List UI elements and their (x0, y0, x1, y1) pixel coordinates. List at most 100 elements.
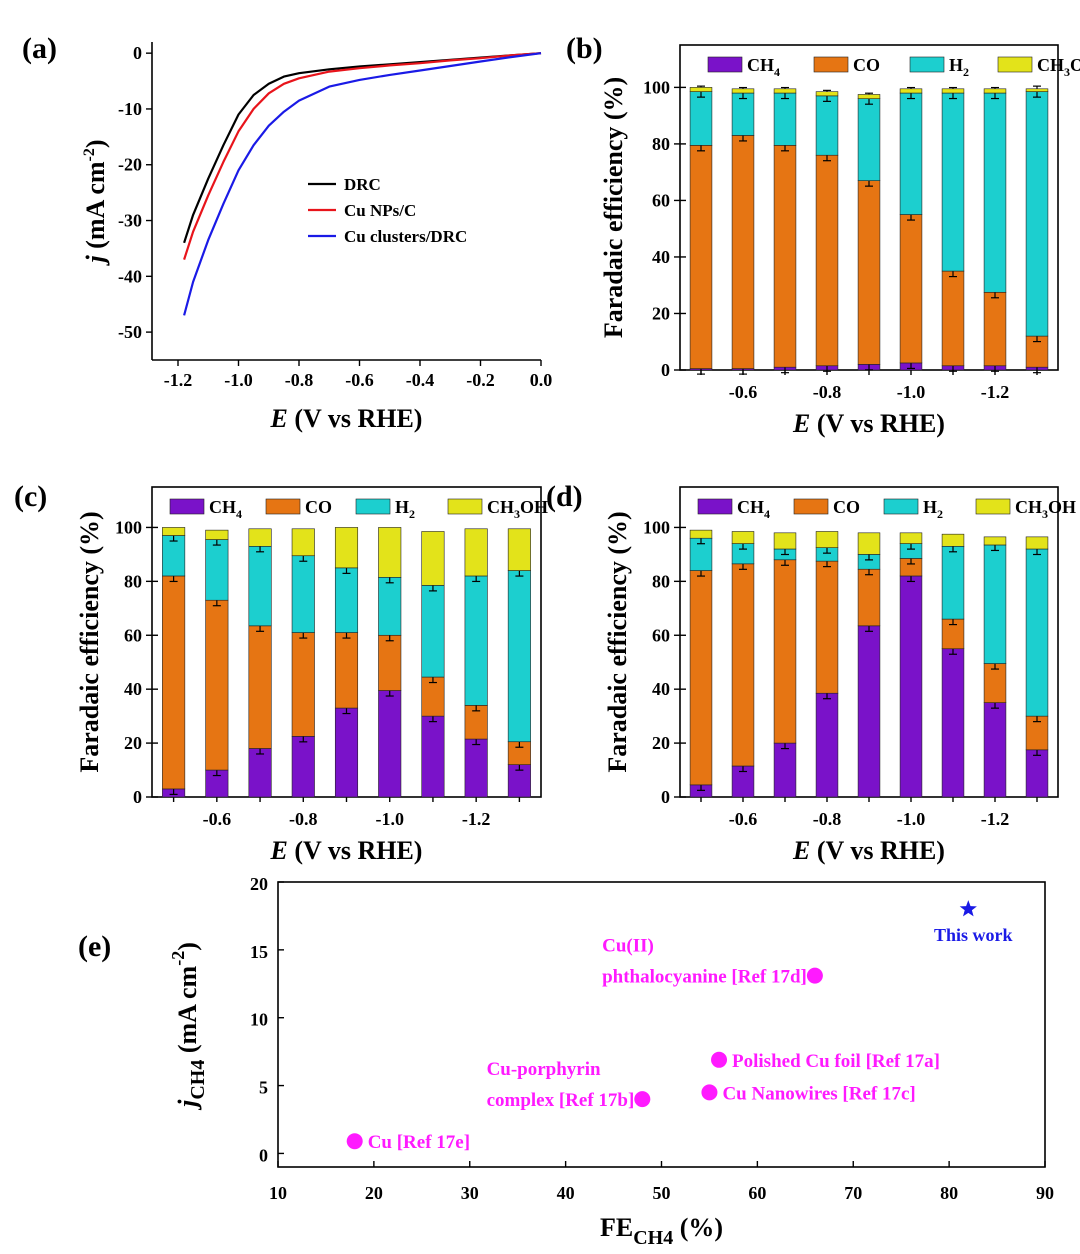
y-tick-label: -30 (118, 211, 142, 231)
bar-segment-ch4 (815, 692, 839, 798)
panel-e: 10 20 30 40 50 60 70 80 90 0 5 10 15 20 Cu [Ref 17e] co… (168, 874, 1054, 1249)
bar-segment-ch3oh (248, 528, 272, 547)
point-label: Cu-porphyrin (487, 1059, 601, 1080)
bar-segment-ch3oh (941, 88, 965, 94)
bar-segment-co (857, 568, 881, 627)
legend-sub: 3 (1064, 65, 1070, 79)
bar-segment-ch3oh (378, 527, 402, 578)
bar-segment-ch3oh (815, 91, 839, 97)
legend-swatch-ch4 (707, 56, 743, 73)
x-tick-label: -0.6 (345, 370, 374, 390)
legend-swatch-co (793, 498, 829, 515)
bar-segment-ch3oh (731, 531, 755, 544)
panel-label-b: (b) (566, 32, 603, 65)
bar-segment-ch3oh (421, 531, 445, 586)
y-tick-label: -40 (118, 266, 142, 286)
legend-label-ch3oh: CH3OH (1015, 497, 1076, 521)
legend-swatch-ch3oh (997, 56, 1033, 73)
bar-segment-ch3oh (291, 528, 315, 557)
x-axis-title-text: (V vs RHE) (288, 836, 423, 865)
legend-tail: OH (1048, 497, 1076, 517)
bar-segment-ch3oh (507, 528, 531, 571)
legend-label: DRC (344, 175, 381, 194)
bar-segment-ch4 (334, 707, 359, 798)
bar-segment-co (899, 214, 923, 364)
x-axis-title-text: (V vs RHE) (810, 409, 945, 438)
y-tick-label: 100 (115, 517, 142, 537)
y-axis-title-sub: CH4 (187, 1060, 209, 1100)
y-axis-title: j (mA cm-2) (81, 139, 110, 266)
y-tick-label: 100 (643, 517, 670, 537)
y-tick-label: 0 (661, 787, 670, 807)
series-line-cuclustersdrc (183, 52, 542, 316)
panel-label-c: (c) (14, 480, 47, 513)
y-tick-label: 10 (250, 1010, 268, 1030)
legend-label-ch4: CH4 (747, 55, 780, 79)
bar-segment-ch4 (899, 575, 923, 798)
bar-segment-h2 (507, 570, 531, 743)
x-tick-label: -0.6 (203, 809, 232, 829)
bar-segment-ch4 (464, 738, 488, 798)
y-tick-label: 40 (652, 247, 670, 267)
bar-segment-ch4 (378, 690, 402, 798)
legend-sub: 4 (764, 507, 770, 521)
bar-segment-co (291, 632, 315, 737)
legend-text: H (923, 497, 937, 517)
y-axis-title-text: (mA cm (81, 161, 110, 255)
x-axis-title-text: FE (600, 1213, 633, 1242)
bar-segment-co (857, 180, 881, 365)
bar-segment-h2 (334, 567, 359, 633)
y-tick-label: 0 (661, 360, 670, 380)
bar-segment-ch3oh (162, 527, 186, 536)
y-axis-title: jCH4 (mA cm-2) (168, 942, 209, 1111)
y-tick-label: -20 (118, 155, 142, 175)
bar-segment-h2 (731, 92, 755, 136)
y-axis-title-italic: j (173, 1099, 202, 1111)
legend-swatch-ch4 (697, 498, 733, 515)
y-tick-label: 20 (652, 303, 670, 323)
legend-tail: OH (520, 497, 548, 517)
y-tick-label: 0 (259, 1145, 268, 1165)
y-axis-title-sup: -2 (168, 951, 188, 966)
bar-segment-ch3oh (1025, 88, 1049, 92)
legend-text: CH (747, 55, 774, 75)
y-tick-label: 80 (652, 571, 670, 591)
y-tick-label: 60 (124, 625, 142, 645)
y-tick-label: 5 (259, 1078, 268, 1098)
panel-b: 020406080100-0.6-0.8-1.0-1.2CH4COH2CH3OH… (599, 44, 1080, 438)
bar-segment-h2 (291, 555, 315, 633)
bar-segment-ch4 (983, 702, 1007, 798)
bar-segment-co (815, 154, 839, 367)
legend-text: CH (1037, 55, 1064, 75)
bar-segment-ch4 (291, 736, 315, 798)
x-tick-label: 80 (940, 1183, 958, 1203)
legend-swatch-co (813, 56, 849, 73)
bar-segment-ch3oh (205, 529, 229, 540)
x-tick-label: -1.2 (981, 382, 1010, 402)
x-tick-label: -0.6 (729, 382, 758, 402)
point-label: Cu(II) (602, 936, 654, 957)
y-tick-label: 20 (124, 733, 142, 753)
point-ref-4 (806, 967, 823, 984)
legend-label-h2: H2 (923, 497, 943, 521)
x-tick-label: 90 (1036, 1183, 1054, 1203)
legend-label-ch4: CH4 (737, 497, 770, 521)
legend-text: CO (833, 497, 860, 517)
legend-swatch-ch4 (169, 498, 205, 515)
x-tick-label: -0.2 (466, 370, 495, 390)
point-label: complex [Ref 17b] (487, 1090, 635, 1111)
y-axis-title-sup: -2 (81, 148, 98, 161)
x-axis-title: FECH4 (%) (600, 1213, 723, 1249)
x-tick-label: 10 (269, 1183, 287, 1203)
x-axis-title: E (V vs RHE) (270, 836, 423, 865)
bar-segment-ch3oh (464, 528, 488, 577)
legend-sub: 2 (937, 507, 943, 521)
bar-segment-ch3oh (773, 532, 797, 550)
bar-segment-co (689, 145, 713, 369)
bar-segment-h2 (378, 577, 402, 636)
x-axis-title-rest: (%) (673, 1213, 723, 1242)
x-tick-label: -0.8 (289, 809, 318, 829)
bar-segment-ch3oh (899, 88, 923, 94)
x-tick-label: 40 (557, 1183, 575, 1203)
panel-label-d: (d) (546, 480, 583, 513)
